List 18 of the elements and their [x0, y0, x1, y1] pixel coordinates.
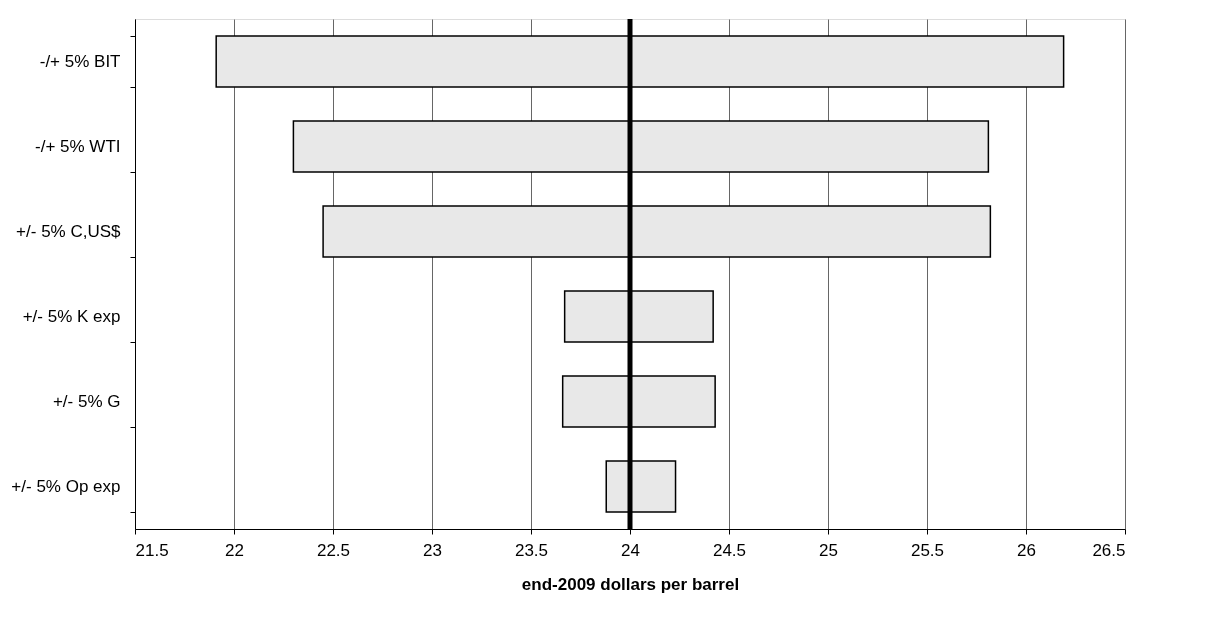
- x-tick-label: 24: [621, 540, 640, 560]
- x-axis-title: end-2009 dollars per barrel: [521, 574, 740, 594]
- x-tick-label: 23.5: [514, 540, 549, 560]
- x-tick-label: 22: [225, 540, 244, 560]
- x-tick-label: 22.5: [316, 540, 351, 560]
- x-tick-label: 25.5: [910, 540, 945, 560]
- y-tick-label: -/+ 5% BIT: [39, 52, 121, 71]
- y-tick-label: +/- 5% Op exp: [11, 477, 121, 496]
- x-tick-label: 21.5: [135, 540, 169, 560]
- x-tick-label: 23: [423, 540, 442, 560]
- x-tick-label: 26.5: [1092, 540, 1126, 560]
- y-tick-label: +/- 5% G: [52, 392, 121, 411]
- y-tick-label: -/+ 5% WTI: [35, 137, 121, 156]
- x-tick-label: 25: [819, 540, 838, 560]
- y-tick-label: +/- 5% K exp: [22, 307, 121, 326]
- x-tick-label: 26: [1017, 540, 1036, 560]
- y-tick-label: +/- 5% C,US$: [16, 222, 122, 241]
- x-tick-label: 24.5: [712, 540, 747, 560]
